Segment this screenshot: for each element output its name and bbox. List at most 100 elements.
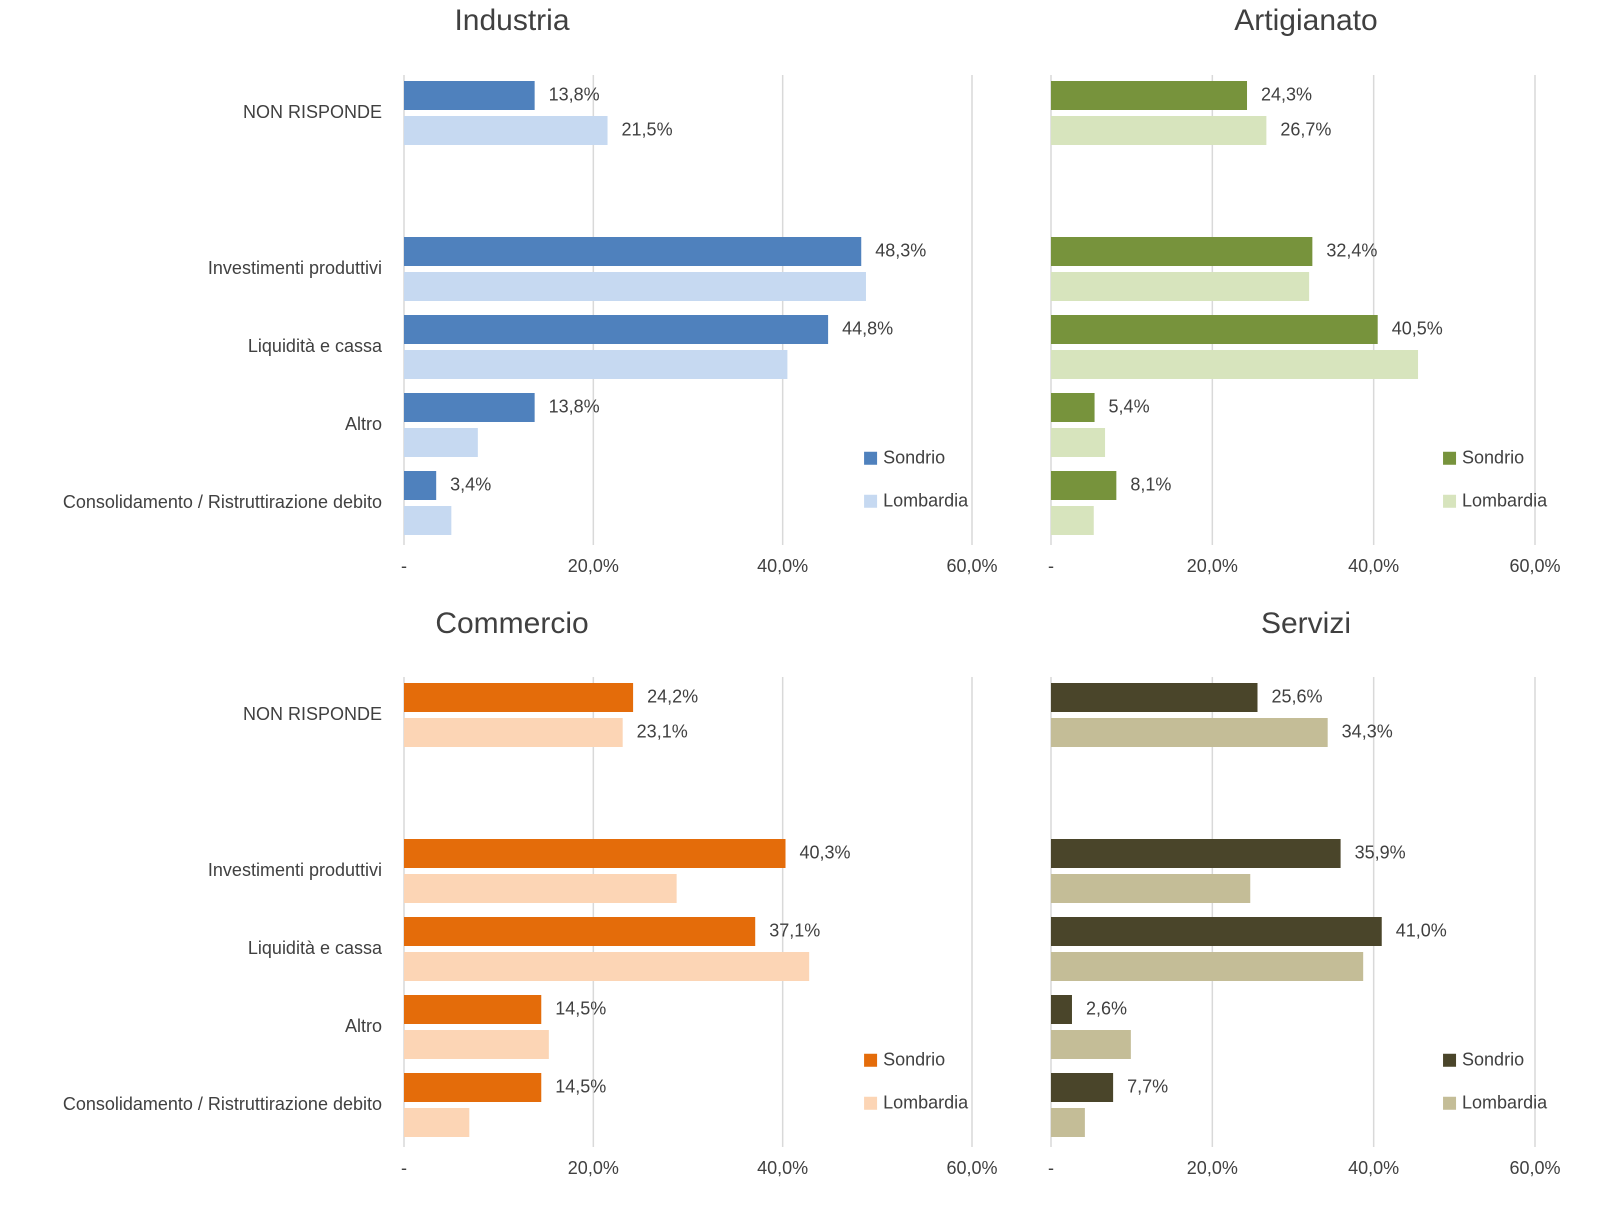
bar [404, 272, 866, 301]
x-tick-label: 20,0% [568, 556, 619, 576]
bar [1051, 1073, 1114, 1102]
category-label: Altro [345, 414, 382, 434]
x-tick-label: 60,0% [1509, 1158, 1560, 1178]
category-label: Consolidamento / Ristruttirazione debito [63, 492, 382, 512]
x-tick-label: 60,0% [946, 1158, 997, 1178]
x-tick-label: 40,0% [757, 556, 808, 576]
x-tick-label: - [401, 1158, 407, 1178]
value-label: 44,8% [842, 318, 893, 338]
legend-swatch [864, 1053, 878, 1067]
bar [404, 995, 542, 1024]
value-label: 21,5% [622, 119, 673, 139]
value-label: 24,3% [1261, 84, 1312, 104]
category-label: NON RISPONDE [243, 102, 382, 122]
bar [404, 1073, 542, 1102]
legend-swatch [1443, 494, 1457, 508]
bar [1051, 683, 1258, 712]
bar [1051, 874, 1251, 903]
bar [1051, 350, 1419, 379]
bar [1051, 952, 1364, 981]
bar [1051, 116, 1267, 145]
bar [1051, 428, 1106, 457]
bar [1051, 393, 1095, 422]
x-tick-label: - [1048, 1158, 1054, 1178]
category-label: Altro [345, 1016, 382, 1036]
x-tick-label: 60,0% [946, 556, 997, 576]
legend-label: Sondrio [883, 448, 945, 468]
bar [404, 81, 535, 110]
value-label: 41,0% [1396, 920, 1447, 940]
legend-swatch [1443, 1053, 1457, 1067]
bar [404, 237, 862, 266]
bar [1051, 995, 1072, 1024]
legend-swatch [864, 1096, 878, 1110]
x-tick-label: 60,0% [1509, 556, 1560, 576]
bar [404, 471, 437, 500]
bar [1051, 506, 1094, 535]
legend-label: Lombardia [883, 1093, 969, 1113]
bar [404, 350, 788, 379]
category-label: Liquidità e cassa [248, 336, 383, 356]
bar [404, 718, 623, 747]
category-label: Investimenti produttivi [208, 860, 382, 880]
value-label: 23,1% [637, 721, 688, 741]
category-label: Investimenti produttivi [208, 258, 382, 278]
bar [1051, 917, 1382, 946]
value-label: 32,4% [1326, 240, 1377, 260]
x-tick-label: 20,0% [568, 1158, 619, 1178]
bar [404, 683, 634, 712]
x-tick-label: 40,0% [1348, 556, 1399, 576]
x-tick-label: - [1048, 556, 1054, 576]
x-tick-label: 20,0% [1187, 556, 1238, 576]
x-tick-label: - [401, 556, 407, 576]
value-label: 34,3% [1342, 721, 1393, 741]
bar [1051, 315, 1378, 344]
value-label: 25,6% [1272, 686, 1323, 706]
value-label: 3,4% [450, 474, 491, 494]
bar [1051, 718, 1328, 747]
value-label: 40,3% [800, 842, 851, 862]
bar [1051, 471, 1117, 500]
value-label: 5,4% [1109, 396, 1150, 416]
chart-title: Industria [454, 4, 569, 37]
bar [1051, 839, 1341, 868]
bar [404, 952, 810, 981]
bar [404, 315, 829, 344]
value-label: 37,1% [769, 920, 820, 940]
bar [404, 428, 478, 457]
x-tick-label: 20,0% [1187, 1158, 1238, 1178]
value-label: 14,5% [555, 998, 606, 1018]
legend-swatch [1443, 1096, 1457, 1110]
bar [404, 116, 608, 145]
category-label: Liquidità e cassa [248, 938, 383, 958]
x-tick-label: 40,0% [757, 1158, 808, 1178]
value-label: 8,1% [1130, 474, 1171, 494]
legend-swatch [864, 451, 878, 465]
category-label: NON RISPONDE [243, 704, 382, 724]
category-label: Consolidamento / Ristruttirazione debito [63, 1094, 382, 1114]
legend-label: Sondrio [883, 1050, 945, 1070]
legend-label: Sondrio [1462, 448, 1524, 468]
value-label: 13,8% [549, 84, 600, 104]
chart-title: Artigianato [1234, 4, 1377, 37]
bar [1051, 1108, 1085, 1137]
bar [404, 839, 786, 868]
chart-title: Commercio [435, 607, 588, 640]
legend-swatch [864, 494, 878, 508]
bar [404, 506, 452, 535]
value-label: 13,8% [549, 396, 600, 416]
value-label: 35,9% [1355, 842, 1406, 862]
legend-label: Lombardia [883, 491, 969, 511]
legend-label: Lombardia [1462, 491, 1548, 511]
bar [404, 1108, 470, 1137]
legend-swatch [1443, 451, 1457, 465]
bar [404, 1030, 549, 1059]
bar [404, 917, 756, 946]
bar [404, 874, 677, 903]
value-label: 48,3% [875, 240, 926, 260]
value-label: 40,5% [1392, 318, 1443, 338]
bar [404, 393, 535, 422]
bar [1051, 237, 1313, 266]
bar [1051, 272, 1310, 301]
